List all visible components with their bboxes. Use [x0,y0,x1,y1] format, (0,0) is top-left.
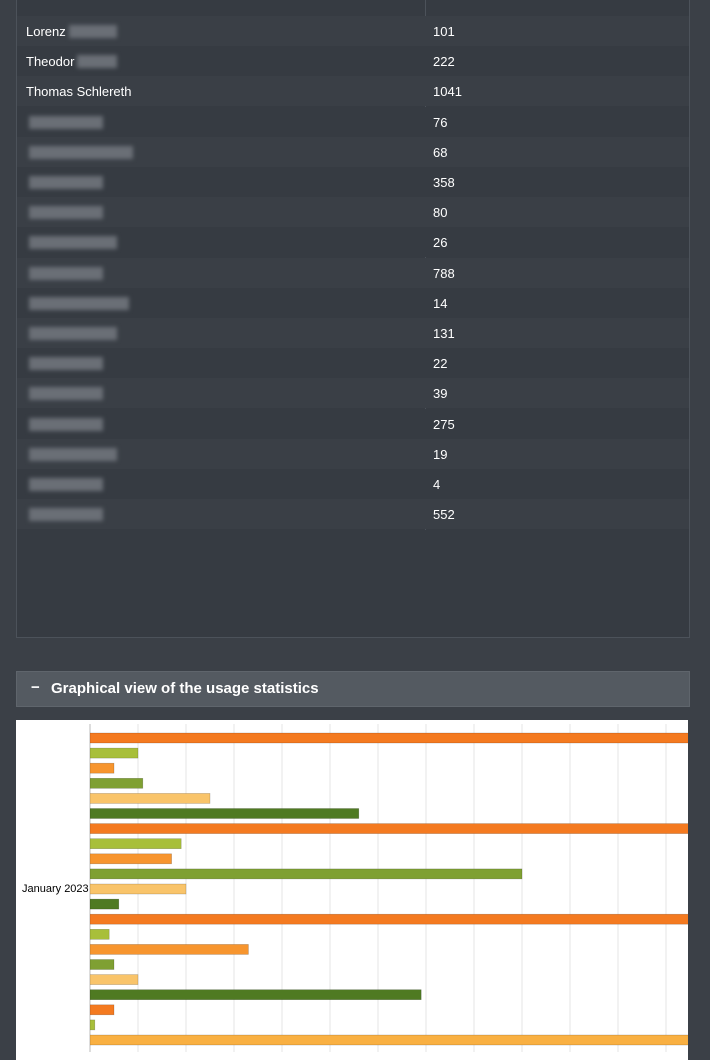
redacted-name [29,145,133,159]
bar [90,1034,688,1046]
table-row: 552 [17,499,689,530]
redacted-name [29,115,103,129]
redacted-name [29,176,103,189]
user-name: Lorenz [26,24,66,39]
bar [90,898,120,910]
table-row: Lorenz 101 [17,16,689,46]
redacted-name [29,327,117,340]
redacted-name [29,266,103,280]
redacted-name [29,236,117,250]
table-row: 4 [17,469,689,499]
bar [90,732,688,744]
usage-count: 76 [433,114,448,130]
usage-count: 1041 [433,84,462,100]
user-name: Thomas Schlereth [26,84,132,100]
redacted-name [29,508,103,522]
bar [90,989,422,1001]
table-row: 788 [17,257,689,288]
table-row: 39 [17,378,689,409]
table-row: 68 [17,136,689,167]
usage-count: 14 [433,295,448,311]
usage-count: 68 [433,144,448,160]
usage-count: 131 [433,326,455,341]
redacted-name [29,478,103,491]
redacted-name [29,206,103,220]
usage-count: 19 [433,446,448,462]
table-row: 76 [17,106,689,137]
usage-count: 788 [433,265,455,281]
redacted-name [29,357,103,371]
usage-count: 4 [433,477,441,492]
bar [90,793,211,804]
category-label: January 2023 [22,883,89,895]
bar [90,868,523,880]
table-row: Theodor 222 [17,46,689,77]
usage-count: 101 [433,24,455,39]
table-row: 22 [17,348,689,379]
usage-count: 358 [433,175,455,190]
redacted-name [29,447,117,461]
panel-title: Graphical view of the usage statistics [51,680,319,697]
bar [90,777,144,789]
table-row: 275 [17,408,689,439]
usage-count: 552 [433,507,455,523]
bar [90,1019,96,1031]
table-row: 14 [17,287,689,318]
panel-header[interactable]: − Graphical view of the usage statistics [16,671,690,707]
redacted-name [29,387,103,401]
bars [90,732,688,1046]
usage-count: 222 [433,54,455,70]
bar [90,853,172,865]
bar [90,747,139,759]
bar [90,929,110,940]
usage-count: 80 [433,205,448,221]
bar [90,944,249,955]
usage-count: 39 [433,386,448,402]
bar [90,1004,115,1016]
usage-count: 26 [433,235,448,251]
redacted-name [29,417,103,431]
table-row: 80 [17,197,689,228]
usage-count: 22 [433,356,448,372]
bar [90,808,360,819]
table-row: 131 [17,318,689,348]
bar [90,883,187,895]
redacted [69,25,117,38]
table-row: Thomas Schlereth 1041 [17,76,689,107]
bar [90,762,115,774]
bar [90,974,139,985]
bar [90,959,115,970]
chart: January 2023 [16,720,688,1060]
collapse-icon[interactable]: − [31,679,40,696]
bar [90,823,688,834]
table-row: 26 [17,227,689,258]
redacted [77,55,117,69]
bar [90,913,688,925]
user-name: Theodor [26,54,75,70]
usage-count: 275 [433,416,455,432]
table-row: 19 [17,438,689,469]
usage-table: Lorenz 101 Theodor 222 Thomas Schlereth 1041 7… [16,0,690,638]
table-row: 358 [17,167,689,197]
redacted-name [29,296,129,310]
bar [90,838,182,849]
